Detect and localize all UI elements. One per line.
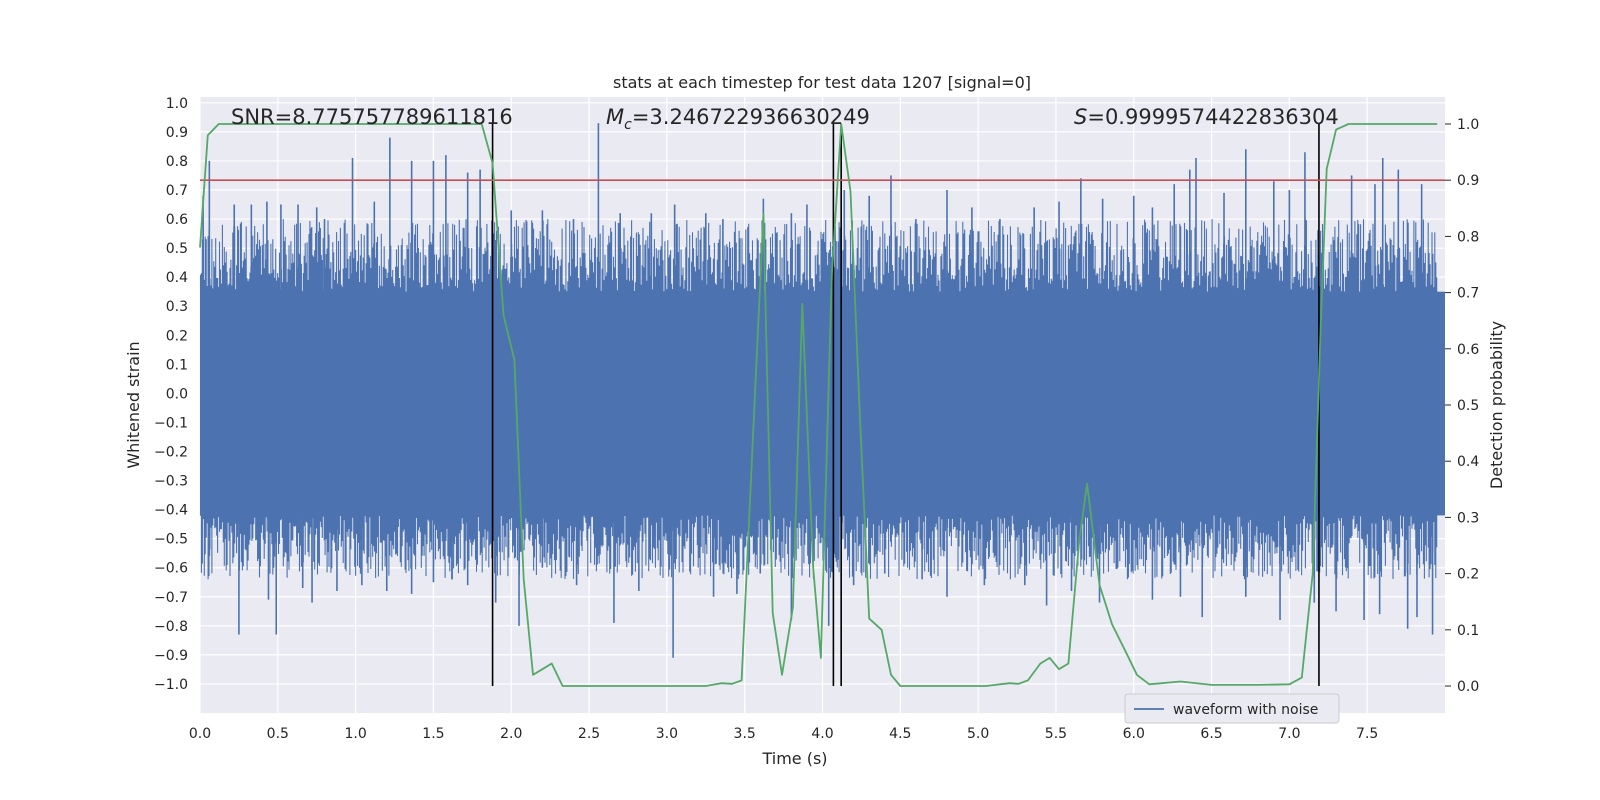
y-tick-label: 0.6: [166, 212, 188, 228]
detection-score-symbol: S: [1074, 105, 1087, 129]
chart-title: stats at each timestep for test data 120…: [613, 73, 1031, 92]
y-tick-label: 0.7: [166, 183, 188, 199]
x-tick-labels: 0.0 0.5 1.0 1.5 2.0 2.5 3.0 3.5 4.0 4.5 5.0 5.5 6.0 6…: [189, 726, 1378, 742]
y-tick-label: −0.2: [154, 444, 188, 460]
y-tick-label: 0.2: [166, 328, 188, 344]
legend-entry: waveform with noise: [1173, 702, 1318, 718]
y2-tick-label: 0.6: [1457, 342, 1479, 358]
chirp-mass-symbol: M: [606, 105, 624, 129]
y-tick-label: 0.0: [166, 386, 188, 402]
chirp-mass-annotation: Mc=3.246722936630249: [606, 105, 870, 133]
y-tick-label: −1.0: [154, 677, 188, 693]
y2-tick-label: 0.2: [1457, 567, 1479, 583]
x-tick-label: 5.5: [1045, 726, 1067, 742]
y2-tick-label: 0.4: [1457, 454, 1479, 470]
y2-axis-label: Detection probability: [1487, 321, 1506, 489]
x-tick-label: 1.5: [422, 726, 444, 742]
x-tick-label: 2.5: [578, 726, 600, 742]
y-tick-label: 1.0: [166, 96, 188, 112]
y2-tick-label: 1.0: [1457, 117, 1479, 133]
detection-score-value: =0.9999574422836304: [1087, 105, 1338, 129]
y-tick-label: −0.6: [154, 561, 188, 577]
x-tick-label: 6.0: [1123, 726, 1145, 742]
waveform-series: [199, 123, 1445, 658]
y-tick-label: 0.3: [166, 299, 188, 315]
y-axis-label: Whitened strain: [124, 341, 143, 468]
x-tick-label: 7.0: [1278, 726, 1300, 742]
y-tick-label: −0.3: [154, 474, 188, 490]
x-tick-label: 3.5: [734, 726, 756, 742]
y2-tick-label: 0.1: [1457, 623, 1479, 639]
y-tick-label: −0.9: [154, 648, 188, 664]
x-tick-label: 4.0: [811, 726, 833, 742]
y-tick-label: −0.7: [154, 590, 188, 606]
y-tick-label: 0.1: [166, 357, 188, 373]
y-tick-label: 0.9: [166, 125, 188, 141]
y-tick-label: −0.4: [154, 503, 188, 519]
x-tick-label: 7.5: [1356, 726, 1378, 742]
y-tick-label: −0.8: [154, 619, 188, 635]
y-tick-labels: 1.0 0.9 0.8 0.7 0.6 0.5 0.4 0.3 0.2 0.1 0.0 −0.1 −0.…: [154, 96, 188, 693]
chirp-mass-value: =3.246722936630249: [632, 105, 870, 129]
y2-tick-label: 0.5: [1457, 398, 1479, 414]
x-tick-label: 2.0: [500, 726, 522, 742]
x-axis-label: Time (s): [761, 749, 827, 768]
x-tick-label: 0.5: [267, 726, 289, 742]
legend-box: [1124, 693, 1340, 724]
y2-tick-label: 0.3: [1457, 510, 1479, 526]
snr-annotation: SNR=8.775757789611816: [231, 105, 513, 129]
probability-line: [199, 123, 1438, 687]
x-tick-label: 5.0: [967, 726, 989, 742]
y-tick-label: −0.5: [154, 532, 188, 548]
detection-score-annotation: S=0.9999574422836304: [1074, 105, 1339, 129]
legend: waveform with noise: [1124, 693, 1340, 724]
waveform-trace: [199, 219, 1438, 580]
y2-tick-label: 0.8: [1457, 229, 1479, 245]
y-tick-label: 0.5: [166, 241, 188, 257]
x-tick-label: 1.0: [344, 726, 366, 742]
x-tick-label: 6.5: [1200, 726, 1222, 742]
y2-tick-label: 0.0: [1457, 679, 1479, 695]
y2-tick-label: 0.7: [1457, 286, 1479, 302]
x-tick-label: 0.0: [189, 726, 211, 742]
chirp-mass-subscript: c: [624, 117, 632, 133]
x-tick-label: 3.0: [656, 726, 678, 742]
y2-tick-label: 0.9: [1457, 173, 1479, 189]
x-tick-label: 4.5: [889, 726, 911, 742]
y2-tick-labels: 1.0 0.9 0.8 0.7 0.6 0.5 0.4 0.3 0.2 0.1 0.0: [1445, 117, 1479, 695]
y-tick-label: −0.1: [154, 415, 188, 431]
probability-series: [199, 123, 1438, 687]
y-tick-label: 0.4: [166, 270, 188, 286]
y-tick-label: 0.8: [166, 154, 188, 170]
